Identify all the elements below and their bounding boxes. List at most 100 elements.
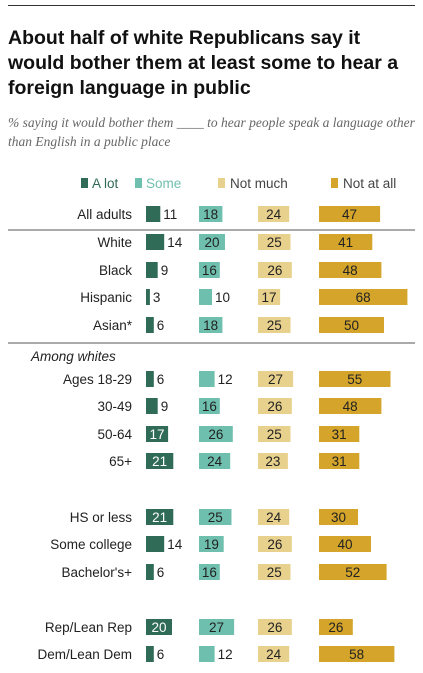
value-label-50-64-some: 26 [208, 427, 223, 442]
value-label-hs-or-less-a-lot: 21 [152, 510, 167, 525]
value-label-some-college-not-much: 26 [267, 537, 282, 552]
value-label-65-not-at-all: 31 [332, 454, 347, 469]
bar-ages-18-29-a-lot [146, 371, 154, 387]
bar-hs-or-less-a-lot [146, 509, 174, 525]
value-label-rep-lean-rep-some: 27 [209, 620, 224, 635]
bar-white-a-lot [146, 234, 165, 250]
value-label-hispanic-not-much: 17 [262, 290, 277, 305]
value-label-hs-or-less-not-much: 24 [266, 510, 282, 525]
value-label-some-college-a-lot: 14 [167, 537, 183, 552]
value-label-all-adults-a-lot: 11 [163, 207, 177, 222]
chart-subtitle: % saying it would bother them ____ to he… [8, 115, 415, 149]
bar-ages-18-29-some [199, 371, 215, 387]
bar-bachelor-s-some [199, 564, 220, 580]
value-label-50-64-not-at-all: 31 [332, 427, 347, 442]
bar-65-not-at-all [319, 453, 360, 469]
bar-hispanic-not-much [258, 289, 281, 305]
value-label-hs-or-less-not-at-all: 30 [331, 510, 346, 525]
bar-all-adults-not-much [258, 206, 290, 222]
bar-bachelor-s-not-at-all [319, 564, 387, 580]
value-label-white-not-much: 25 [267, 235, 282, 250]
value-label-black-not-much: 26 [267, 263, 282, 278]
legend-swatch-a-lot [81, 178, 88, 188]
row-label-asian: Asian* [93, 318, 133, 333]
value-label-white-not-at-all: 41 [338, 235, 353, 250]
bar-rep-lean-rep-a-lot [146, 619, 172, 635]
value-label-30-49-some: 16 [202, 399, 217, 414]
value-label-65-not-much: 23 [265, 454, 280, 469]
value-label-some-college-some: 19 [204, 537, 219, 552]
top-rule [8, 5, 415, 6]
bar-black-some [199, 262, 220, 278]
bar-ages-18-29-not-much [258, 371, 294, 387]
value-label-hispanic-not-at-all: 68 [356, 290, 371, 305]
bar-30-49-some [199, 398, 220, 414]
legend-label-a-lot: A lot [92, 176, 119, 191]
bar-hs-or-less-not-much [258, 509, 290, 525]
value-label-rep-lean-rep-a-lot: 20 [151, 620, 166, 635]
row-label-rep-lean-rep: Rep/Lean Rep [45, 620, 132, 635]
bar-50-64-not-at-all [319, 426, 360, 442]
bar-65-a-lot [146, 453, 174, 469]
value-label-some-college-not-at-all: 40 [337, 537, 352, 552]
value-label-all-adults-some: 18 [203, 207, 218, 222]
row-label-hispanic: Hispanic [80, 290, 132, 305]
bar-hs-or-less-not-at-all [319, 509, 358, 525]
row-label-65: 65+ [109, 454, 132, 469]
bar-some-college-not-much [258, 536, 292, 552]
bar-white-not-at-all [319, 234, 373, 250]
bar-30-49-a-lot [146, 398, 158, 414]
bar-hs-or-less-some [199, 509, 232, 525]
bar-30-49-not-at-all [319, 398, 382, 414]
bar-bachelor-s-not-much [258, 564, 291, 580]
value-label-bachelor-s-a-lot: 6 [157, 565, 165, 580]
bar-some-college-not-at-all [319, 536, 371, 552]
legend-swatch-not-at-all [331, 178, 338, 188]
bar-all-adults-a-lot [146, 206, 161, 222]
value-label-asian-not-much: 25 [267, 318, 282, 333]
value-label-hispanic-some: 10 [215, 290, 230, 305]
row-label-bachelor-s: Bachelor's+ [62, 565, 133, 580]
bar-black-not-much [258, 262, 292, 278]
value-label-rep-lean-rep-not-at-all: 26 [328, 620, 343, 635]
value-label-50-64-not-much: 25 [267, 427, 282, 442]
value-label-black-a-lot: 9 [161, 263, 169, 278]
value-label-30-49-not-at-all: 48 [343, 399, 358, 414]
bar-white-not-much [258, 234, 291, 250]
row-label-hs-or-less: HS or less [70, 510, 133, 525]
bar-30-49-not-much [258, 398, 292, 414]
value-label-black-not-at-all: 48 [343, 263, 358, 278]
chart-title: About half of white Republicans say it w… [8, 27, 399, 99]
value-label-dem-lean-dem-not-at-all: 58 [349, 647, 364, 662]
bar-50-64-a-lot [146, 426, 169, 442]
bar-65-not-much [258, 453, 288, 469]
bar-all-adults-not-at-all [319, 206, 381, 222]
value-label-dem-lean-dem-a-lot: 6 [157, 647, 165, 662]
bar-rep-lean-rep-not-much [258, 619, 292, 635]
legend-swatch-some [135, 178, 142, 188]
bar-ages-18-29-not-at-all [319, 371, 391, 387]
value-label-white-a-lot: 14 [167, 235, 183, 250]
bar-all-adults-some [199, 206, 223, 222]
value-label-black-some: 16 [202, 263, 217, 278]
value-label-all-adults-not-at-all: 47 [342, 207, 357, 222]
bar-hispanic-a-lot [146, 289, 150, 305]
value-label-white-some: 20 [204, 235, 219, 250]
bar-dem-lean-dem-some [199, 646, 215, 662]
value-label-rep-lean-rep-not-much: 26 [267, 620, 282, 635]
value-label-hispanic-a-lot: 3 [153, 290, 161, 305]
bar-white-some [199, 234, 225, 250]
bar-asian-not-much [258, 317, 291, 333]
value-label-ages-18-29-not-at-all: 55 [347, 372, 362, 387]
bar-65-some [199, 453, 231, 469]
value-label-50-64-a-lot: 17 [150, 427, 165, 442]
value-label-bachelor-s-not-at-all: 52 [345, 565, 360, 580]
row-label-white: White [97, 235, 132, 250]
value-label-30-49-not-much: 26 [267, 399, 282, 414]
value-label-dem-lean-dem-some: 12 [218, 647, 233, 662]
row-label-black: Black [99, 263, 132, 278]
value-label-ages-18-29-a-lot: 6 [157, 372, 165, 387]
bar-asian-not-at-all [319, 317, 384, 333]
bar-rep-lean-rep-some [199, 619, 235, 635]
